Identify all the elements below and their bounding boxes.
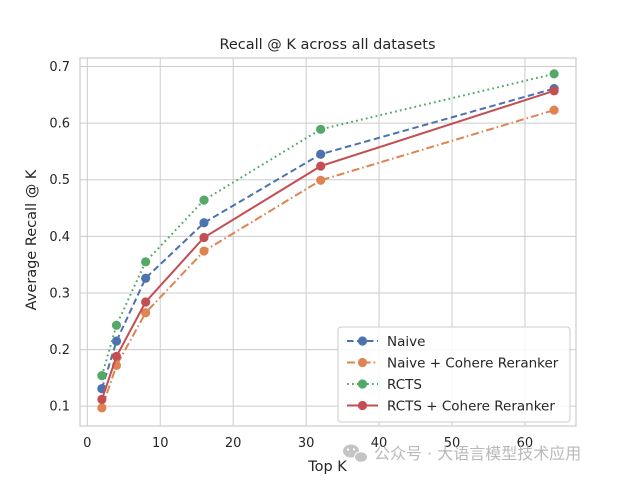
y-axis-label: Average Recall @ K [24, 169, 40, 310]
data-point [111, 320, 122, 330]
series-group [97, 69, 559, 413]
series-line [100, 89, 555, 400]
y-axis-ticks: 0.1 0.2 0.3 0.4 0.5 0.6 0.7 [49, 60, 70, 415]
legend-label: Naive + Cohere Reranker [387, 355, 559, 371]
y-tick-label: 0.4 [49, 230, 70, 245]
x-tick-label: 10 [152, 436, 169, 451]
data-point [316, 161, 326, 171]
legend-label: RCTS + Cohere Reranker [387, 398, 555, 414]
legend-item: Naive + Cohere Reranker [347, 355, 559, 371]
x-tick-label: 40 [371, 436, 388, 451]
x-tick-label: 60 [517, 436, 534, 451]
series-line [100, 87, 555, 389]
data-point [199, 195, 209, 205]
legend: Naive Naive + Cohere Reranker RCTS RCTS + C… [337, 326, 571, 423]
legend-marker [357, 400, 368, 411]
data-point [199, 218, 209, 228]
x-tick-label: 50 [444, 436, 461, 451]
y-tick-label: 0.2 [49, 343, 70, 358]
series-rcts [97, 69, 559, 381]
series-line [100, 109, 555, 409]
wechat-icon [343, 444, 368, 463]
data-point [316, 124, 326, 134]
y-tick-label: 0.6 [49, 117, 70, 132]
data-point [141, 257, 151, 267]
legend-item: Naive [347, 334, 425, 350]
data-point [549, 86, 559, 96]
legend-label: RCTS [387, 377, 422, 393]
data-point [141, 308, 151, 318]
series-naive-cohere-reranker [97, 105, 559, 413]
watermark: 公众号 · 大语言模型技术应用 [343, 444, 581, 463]
plot-frame [79, 57, 577, 427]
series-naive [97, 83, 559, 394]
legend-item: RCTS + Cohere Reranker [347, 398, 555, 414]
data-point [97, 371, 107, 381]
data-point [111, 351, 122, 361]
chart-title: Recall @ K across all datasets [219, 37, 435, 53]
legend-marker [357, 357, 368, 368]
series-rcts-cohere-reranker [97, 86, 559, 404]
y-tick-label: 0.3 [49, 286, 70, 301]
legend-item: RCTS [347, 377, 422, 393]
y-tick-label: 0.1 [49, 400, 70, 415]
data-point [316, 175, 326, 185]
y-tick-label: 0.5 [49, 173, 70, 188]
legend-label: Naive [387, 334, 425, 350]
legend-box [337, 326, 571, 423]
data-point [111, 336, 122, 346]
data-point [549, 69, 559, 79]
x-axis-label: Top K [307, 459, 347, 475]
data-point [316, 149, 326, 159]
legend-marker [357, 336, 368, 346]
data-point [141, 297, 151, 307]
y-tick-label: 0.7 [49, 60, 70, 75]
data-point [199, 232, 209, 243]
data-point [141, 273, 151, 283]
data-point [97, 403, 107, 413]
data-point [97, 394, 107, 404]
legend-marker [357, 379, 368, 389]
x-tick-label: 0 [83, 436, 91, 451]
x-axis-ticks: 0 10 20 30 40 50 60 [83, 436, 533, 451]
watermark-text: 公众号 · 大语言模型技术应用 [374, 444, 581, 463]
data-point [549, 105, 559, 115]
x-tick-label: 20 [225, 436, 242, 451]
x-tick-label: 30 [298, 436, 315, 451]
data-point [199, 246, 209, 256]
